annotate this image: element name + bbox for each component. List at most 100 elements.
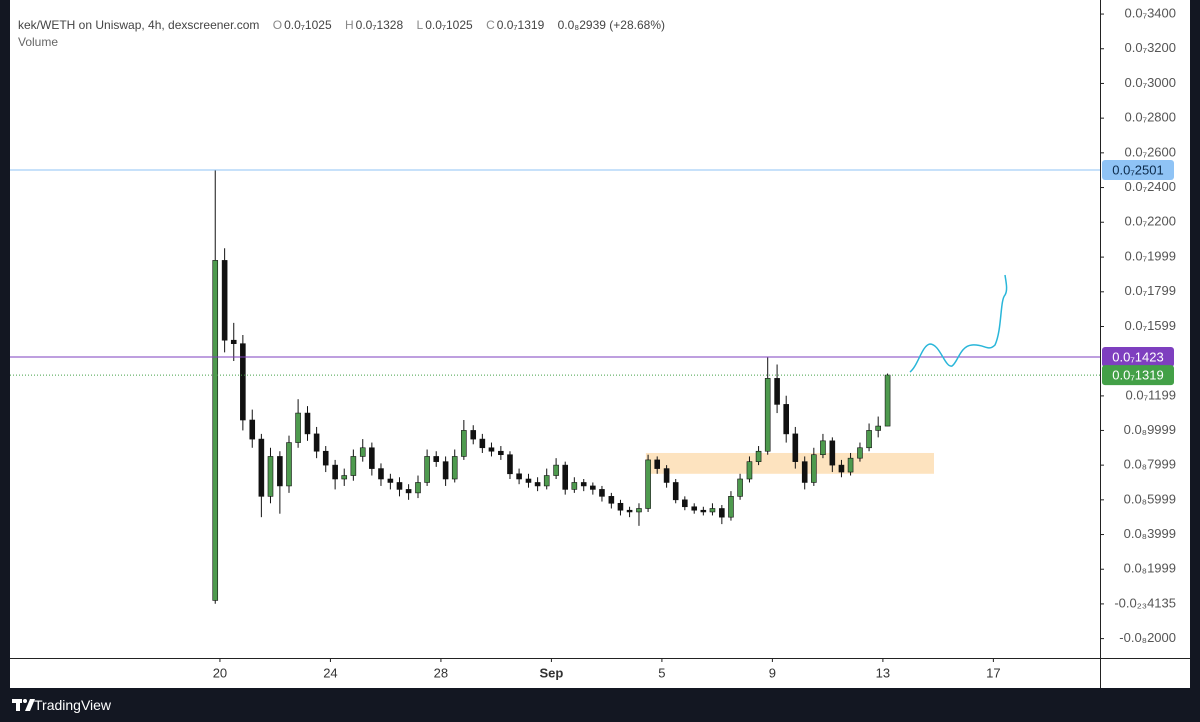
candle-body xyxy=(286,442,292,487)
candle-body xyxy=(230,339,237,344)
open-key: O xyxy=(272,18,283,32)
y-tick-label: 0.0₇1599 xyxy=(1125,318,1176,333)
candle-body xyxy=(267,456,274,497)
candle-body xyxy=(332,464,338,480)
candle-body xyxy=(387,478,394,483)
footer: TradingView xyxy=(0,688,1200,722)
candle-body xyxy=(516,473,522,480)
x-tick-label: 13 xyxy=(876,665,890,680)
candle-body xyxy=(258,438,265,497)
support-zone xyxy=(645,452,934,474)
close-value: 0.0₇1319 xyxy=(496,18,545,32)
candle-body xyxy=(277,456,283,487)
candle-body xyxy=(599,489,605,497)
candle-body xyxy=(737,478,743,497)
candle-body xyxy=(626,509,633,513)
candle-body xyxy=(488,447,495,452)
candle-body xyxy=(498,450,504,456)
y-tick-label: 0.0₇3000 xyxy=(1125,75,1176,90)
y-tick-label: 0.0₈1999 xyxy=(1124,561,1176,576)
candle-body xyxy=(304,412,311,435)
x-tick-label: 20 xyxy=(213,665,227,680)
candle-body xyxy=(396,482,403,490)
candle-body xyxy=(829,440,836,466)
candle-body xyxy=(654,459,661,469)
y-tick-label: -0.0₂₃4135 xyxy=(1114,595,1176,610)
candle-body xyxy=(709,508,716,513)
brand[interactable]: TradingView xyxy=(34,697,112,713)
candle-body xyxy=(571,482,578,490)
candle-body xyxy=(645,459,651,509)
candle-body xyxy=(719,508,725,518)
y-tick-label: 0.0₇2400 xyxy=(1125,179,1176,194)
candle-body xyxy=(617,502,624,511)
x-tick-label: Sep xyxy=(539,665,563,680)
price-label: 0.0₇2501 xyxy=(1112,162,1163,177)
candle-body xyxy=(240,343,246,421)
candle-body xyxy=(590,485,596,490)
candle-body xyxy=(507,454,513,475)
candle-body xyxy=(249,419,256,440)
candle-body xyxy=(553,464,559,476)
price-label-box xyxy=(1102,365,1174,386)
candle-body xyxy=(580,482,587,487)
candle-body xyxy=(700,509,707,513)
y-tick-label: 0.0₈5999 xyxy=(1124,491,1176,506)
price-label: 0.0₇1423 xyxy=(1112,349,1163,364)
y-tick-label: 0.0₇1799 xyxy=(1125,283,1176,298)
symbol-legend: kek/WETH on Uniswap, 4h, dexscreener.com… xyxy=(18,18,667,32)
candle-body xyxy=(378,468,384,480)
candle-body xyxy=(608,496,615,504)
chart: 0.0₇3400 0.0₇3200 0.0₇3000 0.0₇2800 0.0₇2600… xyxy=(10,0,1190,688)
candle-body xyxy=(811,454,817,483)
candle-body xyxy=(764,378,771,452)
candle-body xyxy=(801,461,808,483)
candle-body xyxy=(442,461,449,480)
y-tick-label: 0.0₇2600 xyxy=(1125,144,1176,159)
candle-body xyxy=(663,468,670,483)
x-tick-label: 28 xyxy=(434,665,448,680)
candle-body xyxy=(562,464,569,490)
price-label: 0.0₇1319 xyxy=(1112,368,1163,383)
high-value: 0.0₇1328 xyxy=(355,18,404,32)
candle-body xyxy=(636,508,642,513)
y-tick-label: 0.0₈3999 xyxy=(1124,526,1176,541)
candle-body xyxy=(313,433,320,452)
change: 0.0₈2939 (+28.68%) xyxy=(557,18,665,32)
candle-body xyxy=(212,260,219,601)
y-tick-label: 0.0₇2800 xyxy=(1125,110,1176,125)
candle-body xyxy=(847,457,854,473)
close-key: C xyxy=(486,18,495,32)
candle-body xyxy=(543,475,550,487)
y-tick-label: 0.0₇2200 xyxy=(1125,214,1176,229)
y-tick-label: 0.0₈9999 xyxy=(1124,422,1176,437)
x-tick-label: 5 xyxy=(658,665,665,680)
candle-body xyxy=(415,482,421,494)
y-tick-label: 0.0₇1199 xyxy=(1126,387,1177,402)
candle-body xyxy=(470,430,477,440)
candle-body xyxy=(774,378,780,405)
candle-body xyxy=(350,456,357,476)
candle-body xyxy=(884,374,891,427)
symbol: kek/WETH on Uniswap, 4h, dexscreener.com xyxy=(18,18,260,32)
y-tick-label: 0.0₇3200 xyxy=(1125,40,1176,55)
candle-body xyxy=(525,478,532,483)
candle-body xyxy=(461,430,467,457)
candle-body xyxy=(728,496,734,518)
low-value: 0.0₇1025 xyxy=(425,18,473,32)
candle-body xyxy=(755,450,762,462)
candle-body xyxy=(369,447,375,469)
volume-label: Volume xyxy=(18,35,59,49)
candle-body xyxy=(424,456,430,483)
candle-body xyxy=(838,464,845,473)
candle-body xyxy=(405,489,412,494)
x-tick-label: 9 xyxy=(769,665,776,680)
candle-body xyxy=(341,475,348,480)
candle-body xyxy=(783,404,790,435)
candle-body xyxy=(792,433,799,462)
y-tick-label: 0.0₈7999 xyxy=(1124,457,1176,472)
logo xyxy=(12,699,35,711)
candle-body xyxy=(534,482,541,487)
drawn-projection xyxy=(909,274,1008,373)
